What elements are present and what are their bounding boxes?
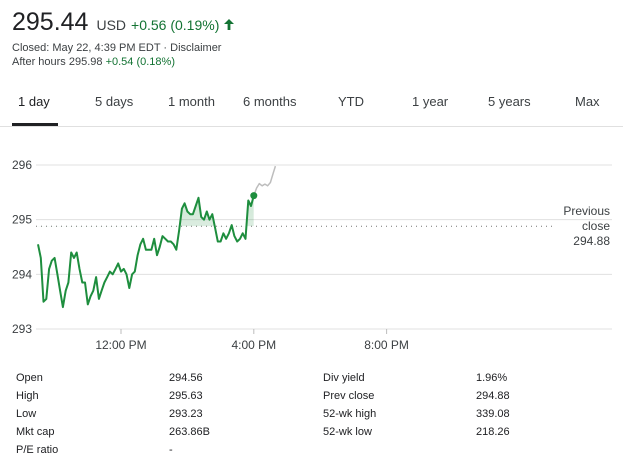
stat-value-low: 293.23	[169, 408, 203, 420]
stat-label-open: Open	[16, 372, 43, 384]
price-chart[interactable]: 296 295 294 293 12:00 PM 4:00 PM 8:00 PM Previo…	[0, 127, 623, 357]
stat-label-52wk-high: 52-wk high	[323, 408, 377, 420]
stat-label-52wk-low: 52-wk low	[323, 426, 372, 438]
stat-value-52wk-high: 339.08	[476, 408, 510, 420]
x-tick-label: 8:00 PM	[364, 338, 409, 352]
tab-1-month[interactable]: 1 month	[168, 94, 215, 109]
stat-value-div-yield: 1.96%	[476, 372, 508, 384]
previous-close-label: Previous	[563, 204, 610, 218]
y-tick-label: 294	[12, 267, 32, 281]
stat-label-low: Low	[16, 408, 37, 420]
tabs-divider	[0, 126, 623, 127]
previous-close-label: 294.88	[573, 234, 610, 248]
x-tick-label: 4:00 PM	[231, 338, 276, 352]
tab-1-day[interactable]: 1 day	[18, 94, 50, 109]
tab-5-years[interactable]: 5 years	[488, 94, 531, 109]
stat-value-pe-ratio: -	[169, 444, 173, 456]
y-tick-label: 293	[12, 322, 32, 336]
after-hours-price: After hours 295.98	[12, 56, 103, 68]
stat-label-mkt-cap: Mkt cap	[16, 426, 55, 438]
after-hours-change: +0.54 (0.18%)	[105, 56, 175, 68]
tab-1-year[interactable]: 1 year	[412, 94, 449, 109]
tab-ytd[interactable]: YTD	[338, 94, 364, 109]
close-point-marker	[250, 192, 258, 200]
price-area-fill	[38, 195, 254, 227]
price-change: +0.56 (0.19%)	[131, 17, 220, 33]
arrow-up-icon	[224, 17, 235, 35]
stat-value-mkt-cap: 263.86B	[169, 426, 210, 438]
range-tabs: 1 day 5 days 1 month 6 months YTD 1 year…	[0, 90, 623, 126]
after-hours-line	[253, 165, 277, 196]
stat-label-prev-close: Prev close	[323, 390, 375, 402]
stat-value-high: 295.63	[169, 390, 203, 402]
price-line: 295.44 USD +0.56 (0.19%)	[12, 8, 235, 37]
tab-max[interactable]: Max	[575, 94, 600, 109]
quote-header: 295.44 USD +0.56 (0.19%) Closed: May 22,…	[12, 8, 235, 69]
stat-label-div-yield: Div yield	[323, 372, 365, 384]
tab-6-months[interactable]: 6 months	[243, 94, 297, 109]
stat-label-pe-ratio: P/E ratio	[16, 444, 59, 456]
stat-value-prev-close: 294.88	[476, 390, 510, 402]
stat-label-high: High	[16, 390, 39, 402]
current-price: 295.44	[12, 8, 89, 36]
market-status: Closed: May 22, 4:39 PM EDT · Disclaimer	[12, 42, 222, 54]
stat-value-open: 294.56	[169, 372, 203, 384]
stat-value-52wk-low: 218.26	[476, 426, 510, 438]
regular-session-line	[37, 195, 255, 309]
currency-label: USD	[96, 17, 127, 33]
active-tab-indicator	[12, 123, 58, 126]
y-tick-label: 295	[12, 213, 32, 227]
y-tick-label: 296	[12, 158, 32, 172]
after-hours-info: After hours 295.98 +0.54 (0.18%)	[12, 55, 234, 69]
x-tick-label: 12:00 PM	[95, 338, 146, 352]
previous-close-label: close	[582, 219, 610, 233]
tab-5-days[interactable]: 5 days	[95, 94, 134, 109]
